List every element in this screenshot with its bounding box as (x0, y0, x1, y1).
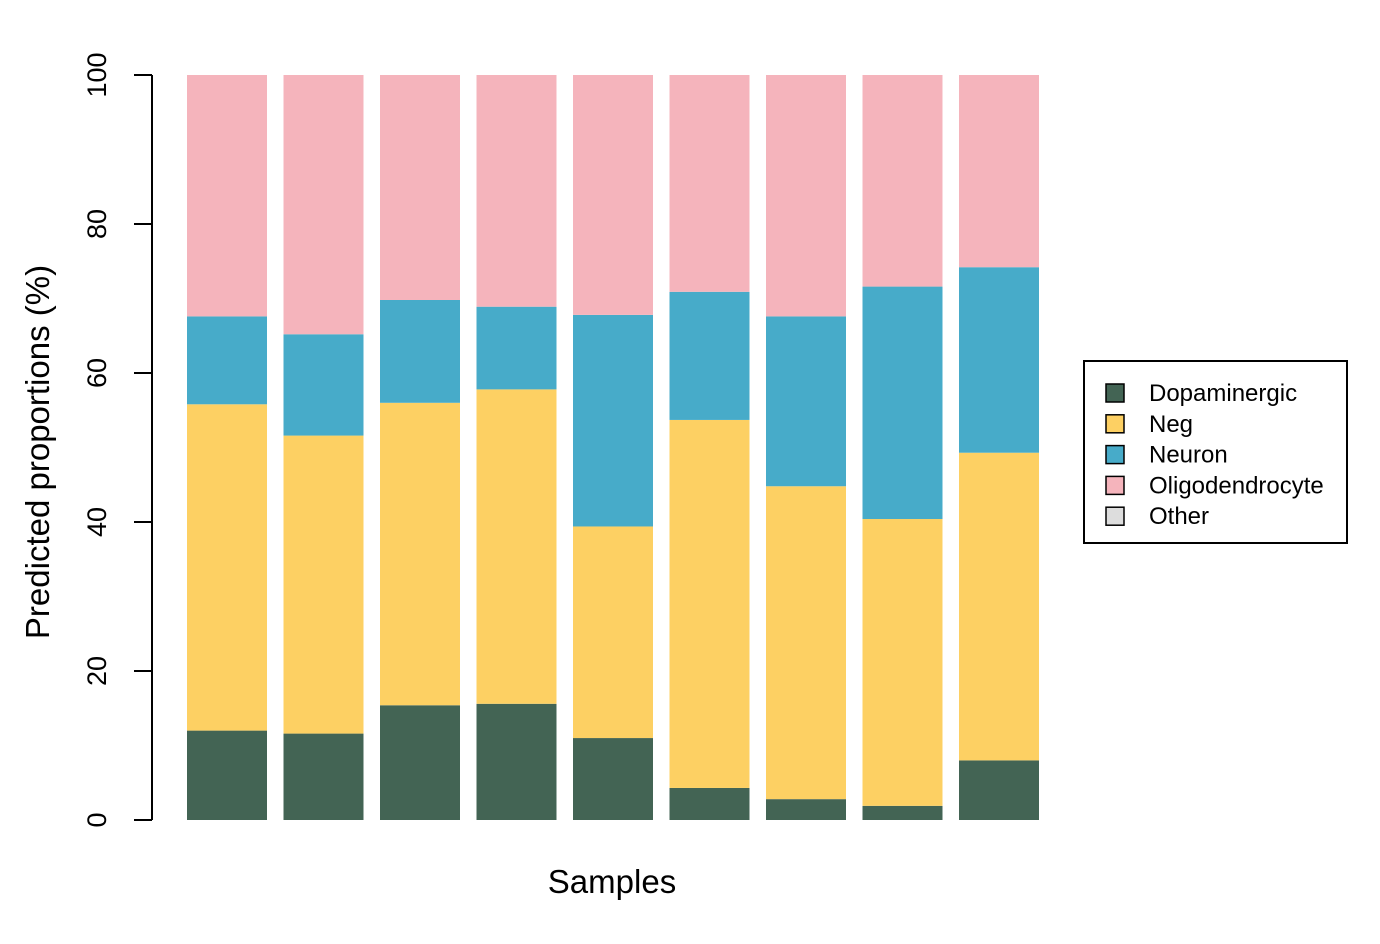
legend-label-other: Other (1149, 503, 1209, 530)
bar-segment-neuron-8 (862, 286, 943, 520)
bar-segment-oligodendrocyte-5 (573, 75, 653, 315)
bar-segment-dopaminergic-5 (573, 738, 653, 820)
bar-segment-oligodendrocyte-6 (669, 75, 750, 292)
bars-group (187, 75, 1039, 820)
y-tick-label-80: 80 (82, 209, 112, 239)
bar-segment-oligodendrocyte-1 (187, 75, 267, 317)
bar-segment-neuron-4 (476, 306, 557, 390)
legend-label-oligodendrocyte: Oligodendrocyte (1149, 472, 1324, 499)
bar-segment-neuron-7 (766, 316, 846, 487)
bar-segment-oligodendrocyte-8 (862, 75, 943, 287)
y-ticks: 0 20 40 60 80 100 (82, 52, 152, 828)
bar-segment-dopaminergic-6 (669, 787, 750, 820)
bar-segment-neg-7 (766, 486, 846, 800)
bar-segment-neuron-3 (380, 299, 460, 403)
bar-segment-neg-2 (283, 435, 364, 734)
bar-segment-neg-6 (669, 419, 750, 788)
bar-segment-neuron-9 (959, 267, 1039, 453)
legend-items: Dopaminergic Neg Neuron Oligodendrocyte Othe… (1105, 380, 1324, 530)
y-tick-label-0: 0 (82, 812, 112, 827)
bar-segment-oligodendrocyte-7 (766, 75, 846, 317)
bar-segment-neuron-2 (283, 334, 364, 436)
bar-segment-neg-1 (187, 404, 267, 731)
bar-segment-dopaminergic-2 (283, 733, 364, 820)
bar-segment-neuron-6 (669, 291, 750, 420)
legend-label-dopaminergic: Dopaminergic (1149, 380, 1297, 407)
bar-segment-dopaminergic-3 (380, 705, 460, 820)
bar-segment-neuron-5 (573, 314, 653, 527)
y-axis-title: Predicted proportions (%) (19, 265, 56, 639)
bar-segment-neg-4 (476, 389, 557, 704)
legend-box (1083, 360, 1348, 544)
bar-segment-oligodendrocyte-4 (476, 75, 557, 307)
x-axis-title: Samples (548, 863, 676, 900)
y-tick-label-20: 20 (82, 656, 112, 686)
bar-segment-neuron-1 (187, 316, 267, 405)
legend-swatch-other (1105, 506, 1125, 526)
bar-segment-neg-9 (959, 452, 1039, 761)
legend-label-neg: Neg (1149, 411, 1193, 438)
bar-segment-neg-5 (573, 526, 653, 739)
legend-label-neuron: Neuron (1149, 442, 1228, 469)
legend-swatch-neg (1105, 414, 1125, 434)
bar-segment-dopaminergic-1 (187, 730, 267, 820)
legend-swatch-dopaminergic (1105, 383, 1125, 403)
y-tick-label-100: 100 (82, 52, 112, 97)
y-tick-label-40: 40 (82, 507, 112, 537)
bar-segment-oligodendrocyte-2 (283, 75, 364, 335)
y-tick-label-60: 60 (82, 358, 112, 388)
bar-segment-oligodendrocyte-9 (959, 75, 1039, 268)
bar-segment-dopaminergic-7 (766, 799, 846, 820)
bar-segment-neg-3 (380, 402, 460, 706)
bar-segment-neg-8 (862, 519, 943, 806)
bar-segment-dopaminergic-8 (862, 805, 943, 820)
legend: Dopaminergic Neg Neuron Oligodendrocyte Othe… (1083, 360, 1348, 544)
y-axis: 0 20 40 60 80 100 (82, 52, 153, 828)
legend-swatch-oligodendrocyte (1105, 475, 1125, 496)
bar-segment-dopaminergic-4 (476, 703, 557, 820)
bar-segment-oligodendrocyte-3 (380, 75, 460, 300)
legend-swatch-neuron (1105, 444, 1125, 465)
bar-segment-dopaminergic-9 (959, 760, 1039, 820)
